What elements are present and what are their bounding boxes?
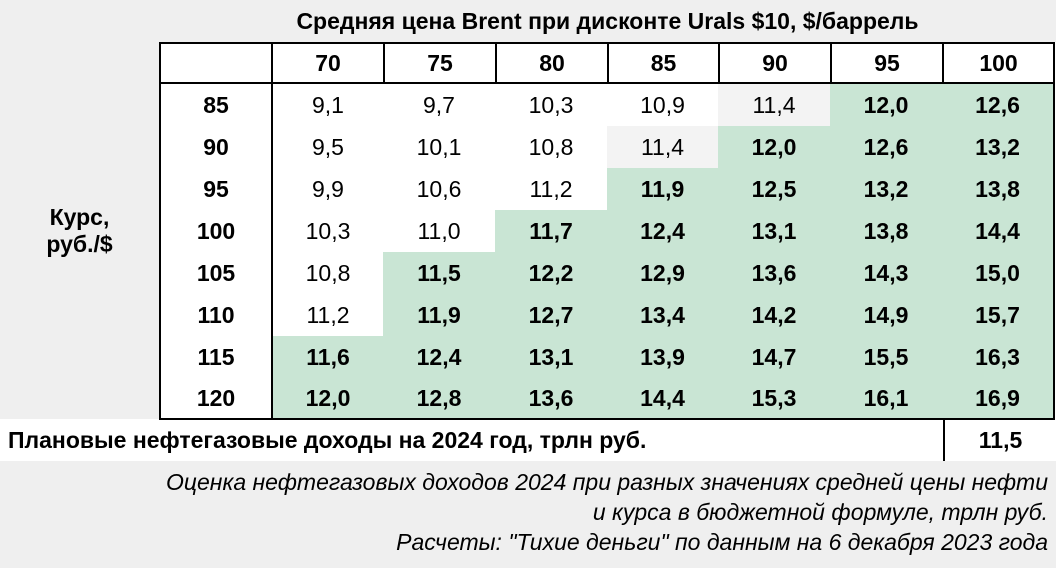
row-header-85: 85 — [159, 84, 271, 126]
data-cell: 10,6 — [383, 168, 495, 210]
data-cell: 10,3 — [271, 210, 383, 252]
data-cell: 11,9 — [383, 294, 495, 336]
data-cell: 9,7 — [383, 84, 495, 126]
data-cell: 13,1 — [718, 210, 830, 252]
row-header-95: 95 — [159, 168, 271, 210]
corner-cell — [0, 0, 159, 42]
data-cell: 11,2 — [271, 294, 383, 336]
data-cell: 12,0 — [718, 126, 830, 168]
data-cell: 13,2 — [830, 168, 942, 210]
row-axis-label: Курс, руб./$ — [0, 42, 159, 419]
data-cell: 11,4 — [607, 126, 718, 168]
data-cell: 14,3 — [830, 252, 942, 294]
data-cell: 13,2 — [942, 126, 1055, 168]
data-cell: 10,8 — [271, 252, 383, 294]
data-cell: 12,7 — [495, 294, 607, 336]
data-cell: 13,8 — [942, 168, 1055, 210]
data-cell: 16,9 — [942, 378, 1055, 420]
data-cell: 12,0 — [830, 84, 942, 126]
data-cell: 13,1 — [495, 336, 607, 378]
data-cell: 14,2 — [718, 294, 830, 336]
data-cell: 11,7 — [495, 210, 607, 252]
data-cell: 11,5 — [383, 252, 495, 294]
data-cell: 15,7 — [942, 294, 1055, 336]
data-cell: 13,6 — [495, 378, 607, 420]
row-header-110: 110 — [159, 294, 271, 336]
plan-label: Плановые нефтегазовые доходы на 2024 год… — [8, 426, 647, 453]
data-cell: 15,0 — [942, 252, 1055, 294]
caption-line-1: Оценка нефтегазовых доходов 2024 при раз… — [165, 469, 1048, 495]
data-cell: 11,2 — [495, 168, 607, 210]
data-cell: 9,5 — [271, 126, 383, 168]
row-header-120: 120 — [159, 378, 271, 420]
caption-line-3: Расчеты: "Тихие деньги" по данным на 6 д… — [396, 529, 1048, 555]
data-cell: 9,1 — [271, 84, 383, 126]
col-header-75: 75 — [383, 42, 495, 84]
data-cell: 12,5 — [718, 168, 830, 210]
data-cell: 9,9 — [271, 168, 383, 210]
data-cell: 10,1 — [383, 126, 495, 168]
data-cell: 12,4 — [383, 336, 495, 378]
data-cell: 12,9 — [607, 252, 718, 294]
row-header-90: 90 — [159, 126, 271, 168]
col-header-90: 90 — [718, 42, 830, 84]
row-axis-label-text: Курс, руб./$ — [46, 203, 113, 257]
col-header-100: 100 — [942, 42, 1055, 84]
data-cell: 10,3 — [495, 84, 607, 126]
row-header-100: 100 — [159, 210, 271, 252]
data-cell: 13,8 — [830, 210, 942, 252]
row-header-115: 115 — [159, 336, 271, 378]
data-cell: 16,1 — [830, 378, 942, 420]
grid-corner — [159, 42, 271, 84]
data-cell: 12,0 — [271, 378, 383, 420]
data-cell: 12,6 — [830, 126, 942, 168]
data-cell: 12,6 — [942, 84, 1055, 126]
col-header-85: 85 — [607, 42, 718, 84]
col-header-80: 80 — [495, 42, 607, 84]
data-cell: 13,9 — [607, 336, 718, 378]
row-header-105: 105 — [159, 252, 271, 294]
data-cell: 15,3 — [718, 378, 830, 420]
caption: Оценка нефтегазовых доходов 2024 при раз… — [0, 461, 1056, 568]
data-cell: 14,9 — [830, 294, 942, 336]
data-cell: 14,7 — [718, 336, 830, 378]
col-header-95: 95 — [830, 42, 942, 84]
data-cell: 10,8 — [495, 126, 607, 168]
data-cell: 12,4 — [607, 210, 718, 252]
data-cell: 10,9 — [607, 84, 718, 126]
data-cell: 11,4 — [718, 84, 830, 126]
col-header-70: 70 — [271, 42, 383, 84]
data-cell: 13,6 — [718, 252, 830, 294]
data-cell: 15,5 — [830, 336, 942, 378]
data-cell: 11,0 — [383, 210, 495, 252]
data-cell: 14,4 — [942, 210, 1055, 252]
data-cell: 12,8 — [383, 378, 495, 420]
data-cell: 12,2 — [495, 252, 607, 294]
table-title: Средняя цена Brent при дисконте Urals $1… — [159, 0, 1056, 42]
plan-value: 11,5 — [943, 419, 1056, 461]
data-cell: 13,4 — [607, 294, 718, 336]
data-cell: 14,4 — [607, 378, 718, 420]
data-cell: 16,3 — [942, 336, 1055, 378]
data-cell: 11,9 — [607, 168, 718, 210]
caption-line-2: и курса в бюджетной формуле, трлн руб. — [592, 499, 1048, 525]
data-cell: 11,6 — [271, 336, 383, 378]
